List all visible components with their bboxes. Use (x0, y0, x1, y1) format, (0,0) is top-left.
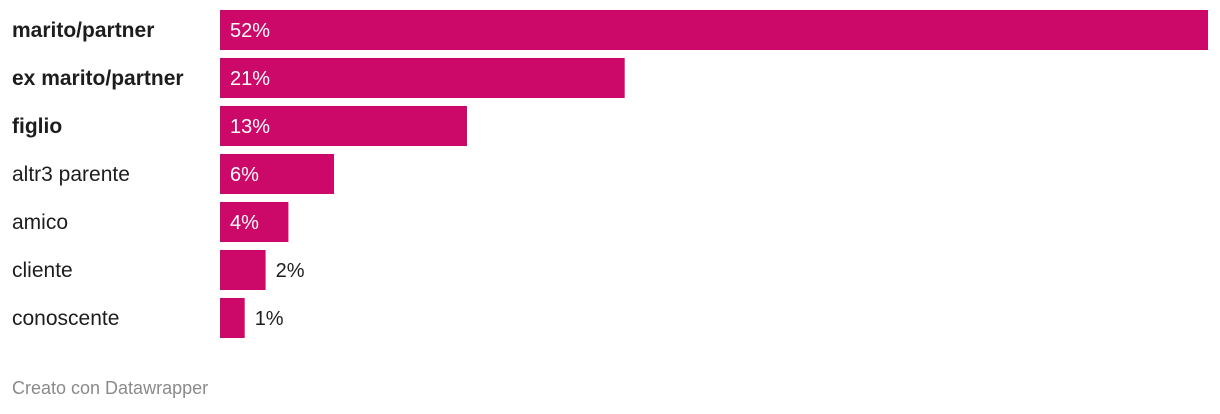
bar-chart: marito/partner 52% ex marito/partner 21% fig… (12, 10, 1208, 338)
bar (220, 298, 245, 338)
bar (220, 202, 289, 242)
category-label: conoscente (12, 307, 119, 330)
value-label: 52% (230, 20, 270, 42)
category-label: figlio (12, 115, 62, 138)
value-label: 1% (255, 308, 284, 330)
bar (220, 58, 625, 98)
value-label: 4% (230, 212, 259, 234)
category-label: cliente (12, 259, 73, 282)
category-label: altr3 parente (12, 163, 130, 186)
bar (220, 250, 266, 290)
category-label: ex marito/partner (12, 67, 184, 90)
bar (220, 154, 334, 194)
value-label: 21% (230, 68, 270, 90)
bar (220, 106, 467, 146)
footer-credit: Creato con Datawrapper (12, 378, 209, 398)
category-label: marito/partner (12, 19, 154, 42)
category-label: amico (12, 211, 68, 234)
bar (220, 10, 1208, 50)
value-label: 2% (276, 260, 305, 282)
value-label: 13% (230, 116, 270, 138)
value-label: 6% (230, 164, 259, 186)
